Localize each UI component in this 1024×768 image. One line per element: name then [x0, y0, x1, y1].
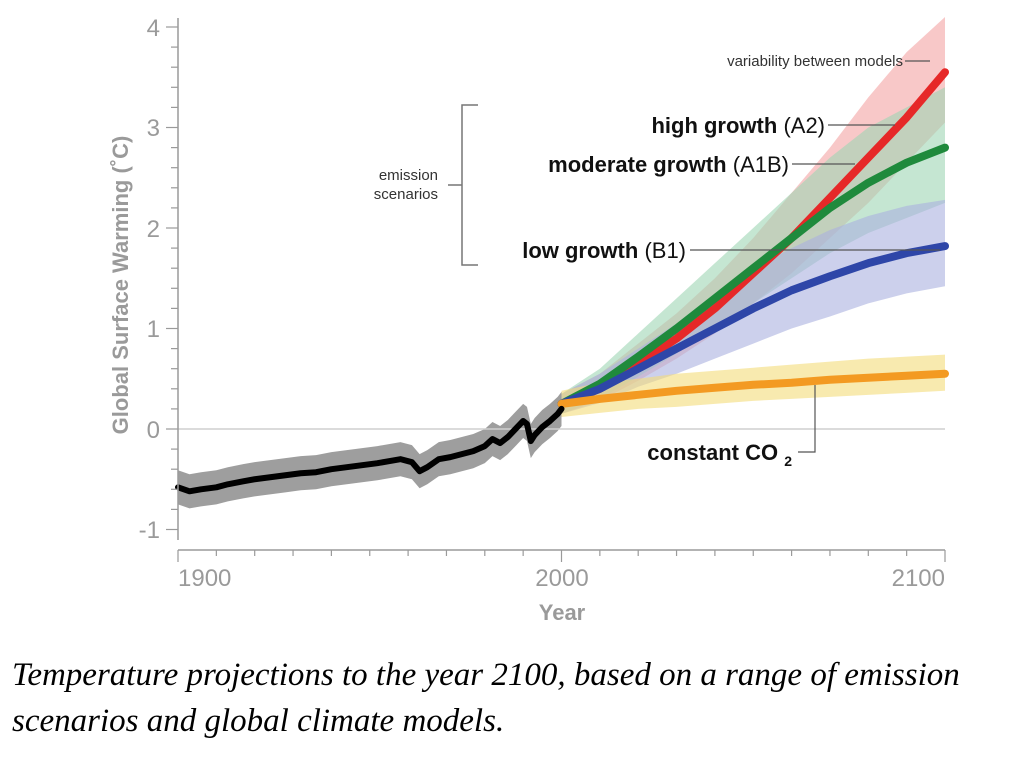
scenario-bracket [448, 104, 478, 266]
figure-caption: Temperature projections to the year 2100… [12, 657, 960, 739]
a2-label-code: (A2) [783, 113, 825, 138]
y-tick-label: 1 [147, 316, 160, 343]
band-0 [178, 391, 562, 509]
a2-label-name: high growth [651, 113, 777, 138]
a2-label: high growth (A2) [651, 113, 825, 138]
b1-label-name: low growth [522, 238, 638, 263]
line-0 [175, 405, 565, 495]
b1-label-code: (B1) [644, 238, 686, 263]
y-tick-label: -1 [139, 517, 160, 544]
co2-label: constant CO 2 [647, 440, 792, 469]
x-axis-ticks [177, 550, 946, 562]
a1b-label-code: (A1B) [733, 152, 789, 177]
scenario-bracket-label: emission [379, 167, 438, 184]
x-axis-title: Year [539, 600, 586, 625]
co2-leader [798, 385, 816, 453]
y-axis-ticks [166, 26, 178, 531]
line-3 [557, 242, 949, 408]
x-tick-label: 1900 [178, 565, 231, 592]
x-tick-label: 2100 [892, 565, 945, 592]
y-tick-label: 2 [147, 216, 160, 243]
a1b-label-name: moderate growth [548, 152, 726, 177]
co2-label-text: constant CO [647, 440, 778, 465]
x-tick-label: 2000 [535, 565, 588, 592]
a1b-label: moderate growth (A1B) [548, 152, 789, 177]
scenario-bracket-label: scenarios [374, 186, 438, 203]
variability-label: variability between models [727, 53, 903, 70]
line-4 [557, 369, 949, 408]
line-2 [557, 143, 949, 408]
y-axis-title: Global Surface Warming (˚C) [108, 136, 133, 435]
band-2 [561, 87, 945, 414]
warming-chart: -1 0 1 2 3 4 1900 2000 2100 Year Global … [108, 15, 949, 625]
series-lines [175, 68, 949, 495]
y-tick-label: 3 [147, 115, 160, 142]
y-tick-label: 4 [147, 15, 160, 42]
b1-label: low growth (B1) [522, 238, 686, 263]
y-tick-label: 0 [147, 417, 160, 444]
co2-label-sub: 2 [784, 453, 792, 469]
